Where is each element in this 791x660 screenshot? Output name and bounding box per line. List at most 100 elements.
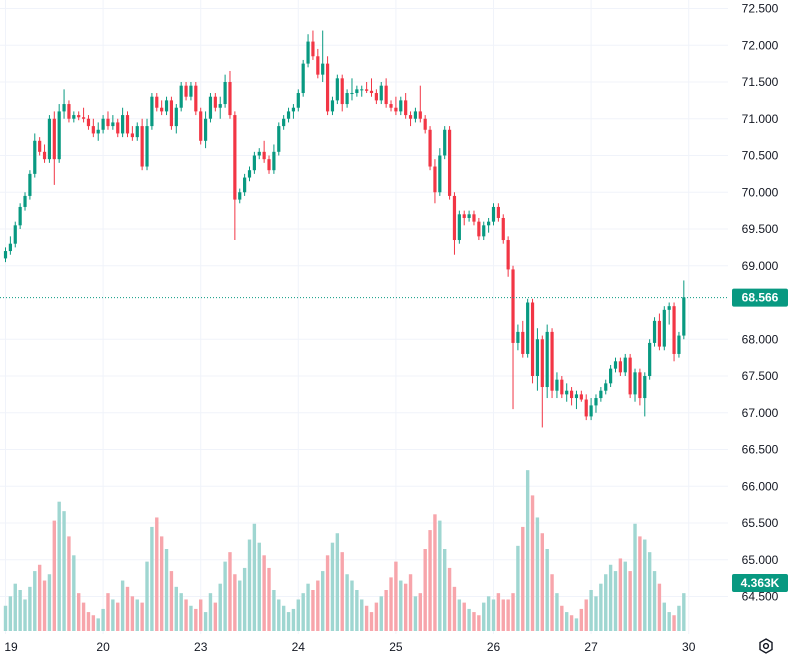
candle-body-15 bbox=[77, 115, 81, 118]
volume-bar-10 bbox=[52, 520, 56, 631]
volume-bar-107 bbox=[525, 470, 530, 631]
candle-body-7 bbox=[38, 140, 42, 152]
price-axis: 72.500 72.000 71.500 71.000 70.500 70.000 69.5… bbox=[742, 2, 779, 604]
volume-bar-120 bbox=[589, 590, 593, 631]
candle-body-89 bbox=[438, 155, 442, 193]
candle-body-28 bbox=[140, 126, 144, 167]
candle-body-88 bbox=[433, 166, 437, 193]
candle-body-77 bbox=[379, 85, 383, 101]
volume-bar-89 bbox=[438, 520, 442, 631]
volume-bar-121 bbox=[594, 596, 598, 631]
candle-body-115 bbox=[565, 390, 569, 395]
candle-body-32 bbox=[160, 107, 164, 112]
volume-bar-95 bbox=[467, 608, 471, 631]
candle-body-61 bbox=[301, 63, 305, 94]
x-tick-label-1: 20 bbox=[96, 640, 110, 654]
candle-body-40 bbox=[199, 111, 203, 141]
candle-body-134 bbox=[657, 320, 662, 347]
volume-bar-60 bbox=[296, 599, 300, 631]
candle-body-104 bbox=[511, 269, 515, 343]
volume-bar-111 bbox=[545, 549, 549, 631]
candle-body-124 bbox=[609, 368, 613, 384]
volume-bar-133 bbox=[652, 571, 657, 631]
candle-body-74 bbox=[365, 89, 369, 91]
candle-body-108 bbox=[530, 302, 535, 376]
volume-bar-9 bbox=[47, 574, 52, 631]
volume-bar-97 bbox=[477, 615, 481, 631]
volume-bar-126 bbox=[618, 558, 623, 631]
candle-body-139 bbox=[682, 297, 686, 336]
candle-body-85 bbox=[418, 111, 422, 119]
candle-body-47 bbox=[233, 115, 237, 200]
candle-body-57 bbox=[282, 118, 286, 127]
volume-bar-51 bbox=[252, 523, 257, 631]
settings-button[interactable] bbox=[759, 638, 773, 654]
volume-bar-7 bbox=[37, 564, 42, 631]
candle-body-75 bbox=[369, 90, 374, 94]
x-tick-label-3: 24 bbox=[292, 640, 306, 654]
candle-body-81 bbox=[399, 100, 403, 112]
volume-bar-25 bbox=[125, 586, 130, 631]
volume-bar-134 bbox=[657, 583, 662, 631]
candle-body-123 bbox=[604, 383, 608, 391]
candle-body-22 bbox=[111, 122, 115, 127]
y-tick-label-7: 69.000 bbox=[742, 259, 779, 273]
volume-bar-92 bbox=[452, 586, 457, 631]
volume-bar-31 bbox=[155, 517, 159, 631]
volume-bar-37 bbox=[184, 599, 188, 631]
volume-bar-45 bbox=[223, 561, 227, 631]
candle-body-54 bbox=[267, 159, 271, 171]
settings-gear-icon[interactable] bbox=[759, 638, 773, 654]
volume-bar-94 bbox=[462, 602, 466, 631]
volume-bar-124 bbox=[608, 564, 613, 631]
candle-body-23 bbox=[116, 122, 120, 134]
candle-body-117 bbox=[574, 394, 579, 399]
candle-body-25 bbox=[125, 115, 130, 134]
volume-bar-81 bbox=[399, 580, 403, 631]
volume-bar-114 bbox=[560, 605, 564, 631]
candle-body-0 bbox=[3, 251, 8, 259]
x-tick-label-5: 26 bbox=[487, 640, 501, 654]
candle-body-13 bbox=[67, 104, 71, 119]
y-tick-label-14: 65.000 bbox=[742, 553, 779, 567]
volume-bar-26 bbox=[130, 596, 135, 631]
current-volume-label: 4.363K bbox=[741, 576, 780, 590]
candle-body-91 bbox=[447, 129, 452, 196]
y-tick-label-13: 65.500 bbox=[742, 516, 779, 530]
volume-bar-77 bbox=[379, 596, 383, 631]
volume-bar-19 bbox=[96, 618, 100, 631]
candle-body-41 bbox=[203, 118, 208, 141]
volume-bar-139 bbox=[682, 593, 686, 631]
candle-body-12 bbox=[62, 104, 66, 112]
candle-body-3 bbox=[18, 206, 22, 226]
volume-bar-105 bbox=[516, 545, 520, 631]
volume-bar-90 bbox=[443, 549, 447, 631]
candle-body-8 bbox=[42, 151, 47, 160]
current-price-tag-bg bbox=[732, 288, 788, 307]
candle-body-131 bbox=[643, 376, 647, 399]
candle-body-11 bbox=[57, 111, 61, 160]
candle-body-34 bbox=[169, 100, 174, 127]
y-tick-label-8: 68.000 bbox=[742, 332, 779, 346]
x-tick-label-0: 19 bbox=[4, 640, 18, 654]
candle-body-95 bbox=[467, 214, 471, 218]
current-price-label: 68.566 bbox=[742, 291, 779, 305]
candle-body-128 bbox=[628, 357, 632, 395]
y-tick-label-15: 64.500 bbox=[742, 590, 779, 604]
volume-bar-85 bbox=[418, 593, 422, 631]
candle-body-122 bbox=[599, 390, 603, 399]
candle-body-119 bbox=[584, 399, 588, 417]
volume-bar-93 bbox=[457, 599, 462, 631]
candle-body-110 bbox=[540, 339, 544, 388]
candle-body-135 bbox=[662, 309, 666, 347]
candle-body-103 bbox=[506, 240, 510, 270]
volume-bar-78 bbox=[384, 590, 388, 631]
candle-body-18 bbox=[91, 126, 95, 134]
volume-bar-57 bbox=[281, 605, 286, 631]
candle-body-133 bbox=[652, 320, 657, 343]
candle-body-26 bbox=[130, 133, 134, 138]
volume-bar-5 bbox=[28, 586, 32, 631]
volume-bar-112 bbox=[550, 574, 554, 631]
candle-body-69 bbox=[340, 78, 344, 105]
